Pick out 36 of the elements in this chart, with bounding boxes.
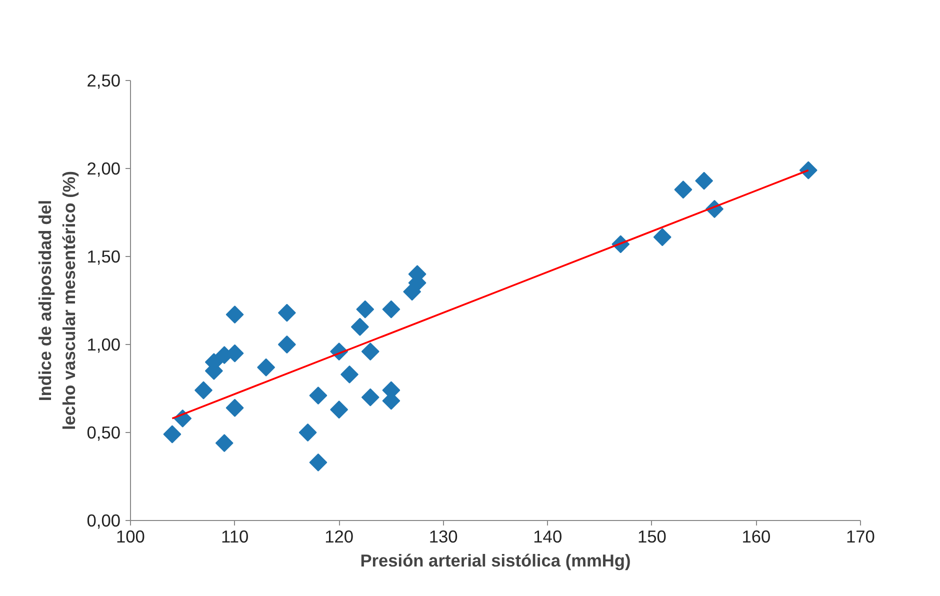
point [350, 318, 369, 336]
y-tick-label: 2,00 [86, 158, 121, 178]
point [361, 342, 380, 361]
x-tick-label: 120 [324, 526, 354, 546]
point [298, 424, 317, 442]
x-tick-label: 150 [637, 526, 666, 546]
x-tick-label: 110 [220, 526, 249, 546]
y-axis-title: Indice de adiposidad del lecho vascular mesentérico (%) [34, 170, 79, 430]
y-tick-label: 0,50 [86, 422, 121, 442]
x-tick-label: 170 [846, 526, 875, 546]
point [382, 300, 400, 318]
point [226, 306, 244, 324]
point [278, 336, 296, 354]
x-axis-title: Presión arterial sistólica (mmHg) [360, 550, 631, 570]
point [674, 180, 692, 199]
point [361, 388, 380, 406]
point [340, 365, 358, 384]
point [278, 304, 296, 322]
point [257, 358, 276, 376]
point [695, 172, 714, 190]
point [163, 425, 182, 444]
x-tick-label: 130 [428, 526, 458, 546]
y-tick-label: 1,50 [86, 246, 121, 266]
point [309, 453, 328, 472]
point [226, 398, 244, 417]
y-tick-label: 2,50 [86, 70, 121, 90]
point [309, 386, 328, 405]
x-tick-label: 160 [742, 526, 771, 546]
point [194, 381, 212, 400]
x-tick-label: 140 [533, 526, 562, 546]
point [215, 434, 234, 452]
point [653, 228, 672, 246]
point [799, 161, 818, 180]
y-tick-label: 1,00 [86, 334, 121, 354]
point [330, 400, 348, 419]
point [356, 300, 374, 318]
